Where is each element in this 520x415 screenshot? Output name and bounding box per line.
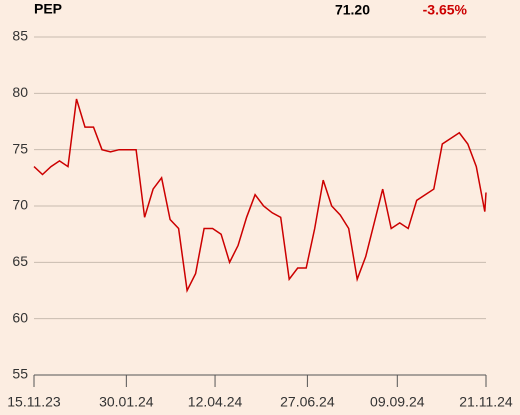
x-tick-label: 15.11.23 (7, 394, 61, 410)
y-tick-label: 75 (12, 140, 28, 156)
last-price: 71.20 (335, 2, 370, 18)
x-tick-label: 27.06.24 (280, 394, 335, 410)
ticker: PEP (34, 1, 62, 17)
y-tick-label: 55 (12, 366, 28, 382)
x-tick-label: 09.09.24 (370, 394, 425, 410)
y-tick-label: 65 (12, 253, 28, 269)
x-tick-label: 30.01.24 (99, 394, 154, 410)
y-tick-label: 80 (12, 84, 28, 100)
price-line (33, 98, 487, 293)
change: -3.65% (423, 2, 468, 18)
y-tick-label: 70 (12, 197, 28, 213)
y-tick-label: 60 (12, 309, 28, 325)
x-tick-label: 12.04.24 (188, 394, 243, 410)
y-tick-label: 85 (12, 28, 28, 44)
x-tick-label: 21.11.24 (459, 394, 513, 410)
